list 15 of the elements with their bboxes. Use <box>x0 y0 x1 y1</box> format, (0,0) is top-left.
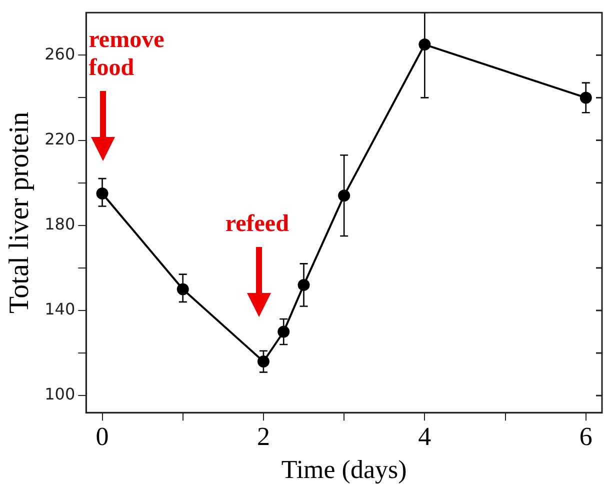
point <box>338 190 350 202</box>
y-tick-label: 140 <box>44 300 76 319</box>
y-tick-label: 100 <box>44 384 76 404</box>
x-tick-label: 4 <box>418 422 432 452</box>
annotation: remove food <box>88 26 165 81</box>
y-tick-label: 260 <box>44 44 76 64</box>
y-tick-label: 220 <box>44 129 76 148</box>
point <box>257 356 270 368</box>
x-axis-title: Time (days) <box>281 455 407 484</box>
x-tick-label: 2 <box>256 422 270 452</box>
x-tick-label: 6 <box>579 422 592 452</box>
x-tick-label: 0 <box>96 422 109 452</box>
y-tick-label: 180 <box>44 214 76 234</box>
y-axis-title: Total liver protein <box>4 112 36 314</box>
annotation: refeed <box>225 210 290 237</box>
